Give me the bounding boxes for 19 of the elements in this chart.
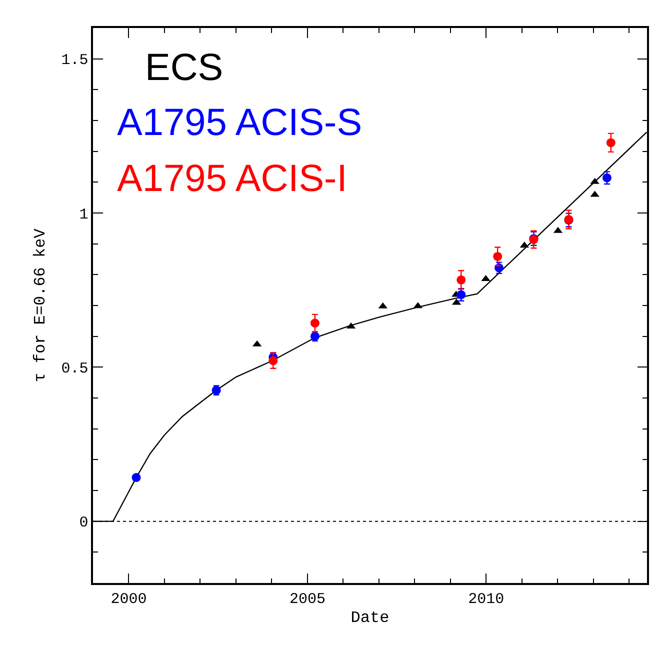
- x-axis-title: Date: [350, 608, 390, 627]
- legend-label: ECS: [145, 47, 224, 89]
- y-tick-label: 1.5: [61, 52, 88, 70]
- point: [606, 138, 616, 148]
- point: [456, 275, 466, 284]
- y-tick-label: 0: [79, 514, 88, 532]
- x-tick-label: 2000: [110, 590, 147, 608]
- point: [493, 252, 502, 261]
- text: A1795 ACIS-I: [117, 158, 348, 200]
- x-tick-label: 2010: [468, 590, 504, 608]
- y-tick-label: 1: [79, 206, 88, 224]
- point: [132, 473, 141, 482]
- x-tick-label: 2005: [289, 590, 326, 608]
- point: [310, 318, 320, 328]
- y-tick-label: 0.5: [61, 360, 88, 378]
- point: [602, 173, 612, 182]
- text: A1795 ACIS-S: [117, 102, 362, 144]
- y-axis-title: τ for E=0.66 keV: [32, 228, 50, 382]
- point: [456, 290, 466, 300]
